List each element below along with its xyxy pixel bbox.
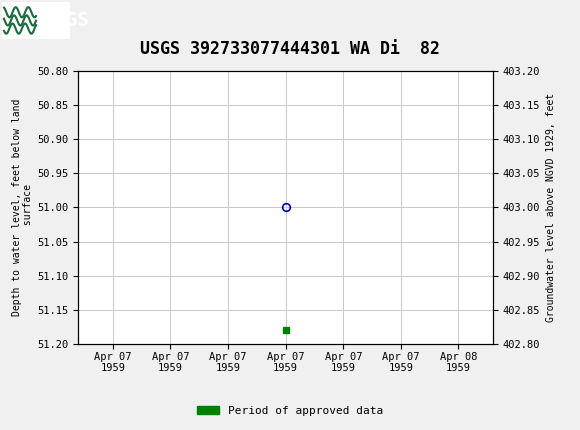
- Y-axis label: Depth to water level, feet below land
 surface: Depth to water level, feet below land su…: [12, 99, 33, 316]
- Text: USGS: USGS: [42, 11, 89, 30]
- Text: USGS 392733077444301 WA Di  82: USGS 392733077444301 WA Di 82: [140, 40, 440, 58]
- Bar: [2, 2, 70, 39]
- Legend: Period of approved data: Period of approved data: [193, 401, 387, 420]
- Y-axis label: Groundwater level above NGVD 1929, feet: Groundwater level above NGVD 1929, feet: [546, 93, 556, 322]
